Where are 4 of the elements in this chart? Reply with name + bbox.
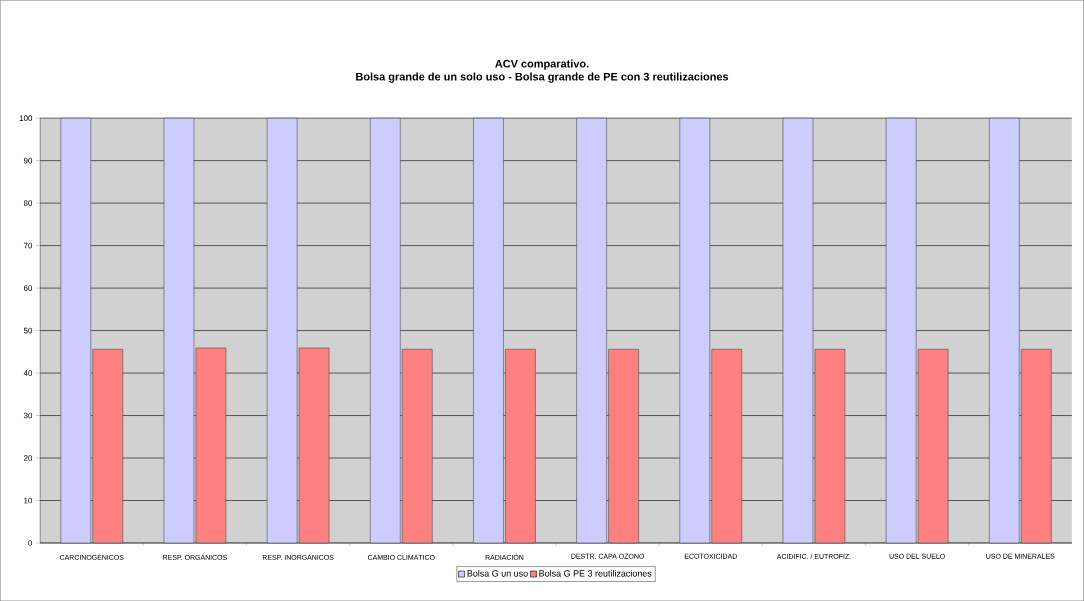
chart-subtitle: Bolsa grande de un solo uso - Bolsa grande de PE con 3 reutilizaciones bbox=[356, 72, 729, 83]
legend-label: Bolsa G un uso bbox=[467, 569, 528, 577]
chart-title: ACV comparativo. bbox=[495, 59, 589, 70]
legend-label: Bolsa G PE 3 reutilizaciones bbox=[539, 569, 652, 577]
